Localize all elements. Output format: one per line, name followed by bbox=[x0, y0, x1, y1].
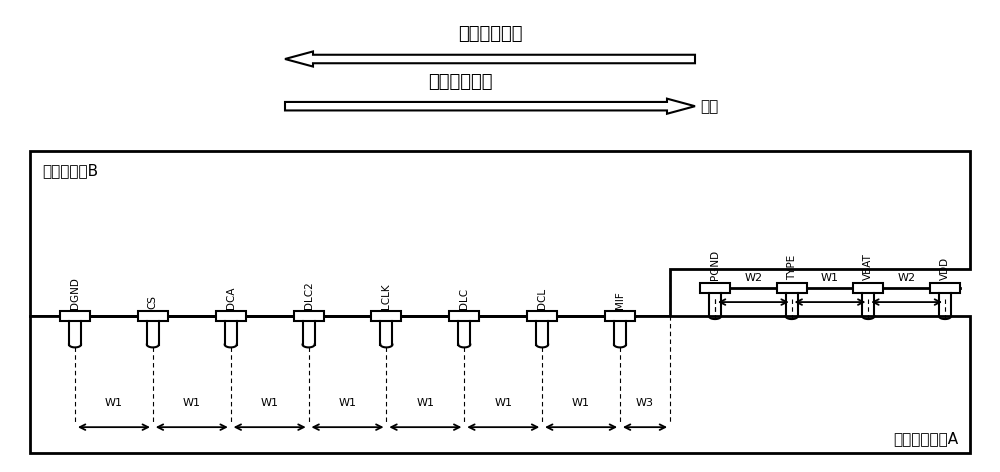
Text: W2: W2 bbox=[744, 273, 762, 283]
Text: W1: W1 bbox=[183, 398, 201, 408]
Text: CS: CS bbox=[148, 295, 158, 309]
Text: MIF: MIF bbox=[615, 291, 625, 309]
Text: TYPE: TYPE bbox=[787, 255, 797, 280]
FancyBboxPatch shape bbox=[371, 311, 401, 321]
Text: W1: W1 bbox=[494, 398, 512, 408]
Text: 镜头安装方向: 镜头安装方向 bbox=[428, 73, 492, 91]
Text: W1: W1 bbox=[416, 398, 434, 408]
Text: 镜头移除方向: 镜头移除方向 bbox=[458, 25, 522, 43]
Text: LCLK: LCLK bbox=[381, 283, 391, 309]
Text: W3: W3 bbox=[636, 398, 654, 408]
FancyBboxPatch shape bbox=[527, 311, 557, 321]
Text: W1: W1 bbox=[105, 398, 123, 408]
Polygon shape bbox=[285, 99, 695, 114]
Text: 远侧: 远侧 bbox=[700, 99, 718, 114]
FancyBboxPatch shape bbox=[777, 283, 807, 293]
Polygon shape bbox=[30, 151, 970, 316]
Text: PGND: PGND bbox=[710, 250, 720, 280]
Polygon shape bbox=[30, 316, 970, 453]
FancyBboxPatch shape bbox=[853, 283, 883, 293]
FancyBboxPatch shape bbox=[216, 311, 246, 321]
Text: W1: W1 bbox=[261, 398, 279, 408]
FancyBboxPatch shape bbox=[605, 311, 635, 321]
Text: W1: W1 bbox=[339, 398, 357, 408]
Text: DLC: DLC bbox=[459, 287, 469, 309]
FancyBboxPatch shape bbox=[700, 283, 730, 293]
FancyBboxPatch shape bbox=[60, 311, 90, 321]
Text: DGND: DGND bbox=[70, 277, 80, 309]
Text: DLC2: DLC2 bbox=[304, 281, 314, 309]
Text: 镜头安装件B: 镜头安装件B bbox=[42, 163, 98, 178]
Text: VDD: VDD bbox=[940, 257, 950, 280]
FancyBboxPatch shape bbox=[930, 283, 960, 293]
Text: DCL: DCL bbox=[537, 287, 547, 309]
Text: W2: W2 bbox=[898, 273, 916, 283]
Text: W1: W1 bbox=[572, 398, 590, 408]
FancyBboxPatch shape bbox=[449, 311, 479, 321]
Text: 照相机安装件A: 照相机安装件A bbox=[893, 431, 958, 446]
FancyBboxPatch shape bbox=[294, 311, 324, 321]
FancyBboxPatch shape bbox=[138, 311, 168, 321]
Text: W1: W1 bbox=[821, 273, 839, 283]
Text: DCA: DCA bbox=[226, 286, 236, 309]
Polygon shape bbox=[285, 51, 695, 67]
Text: VBAT: VBAT bbox=[863, 253, 873, 280]
